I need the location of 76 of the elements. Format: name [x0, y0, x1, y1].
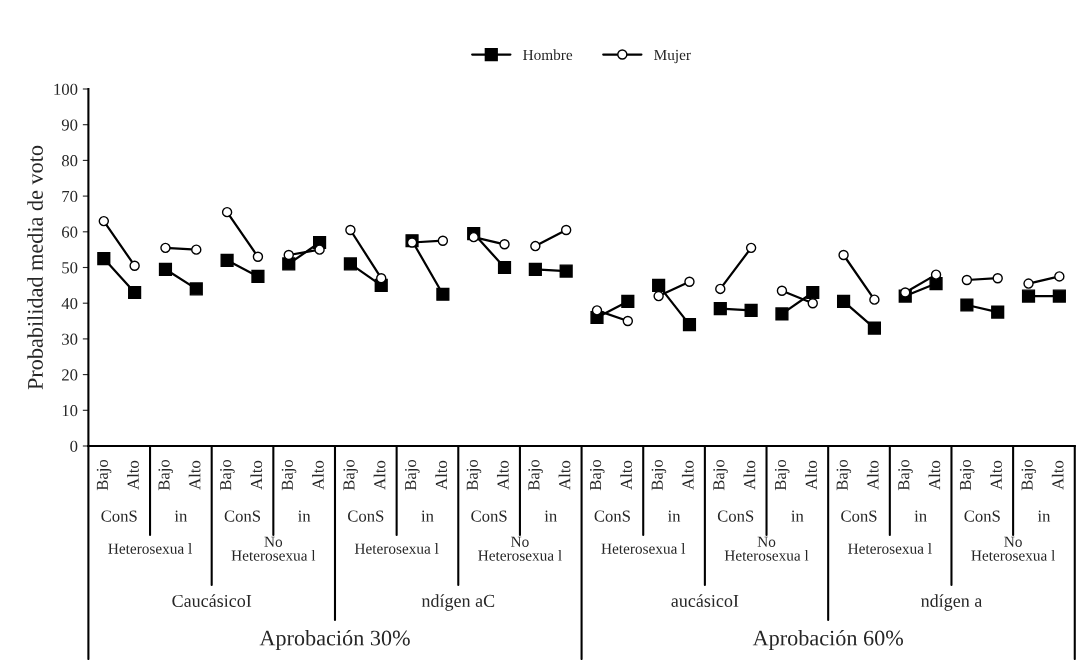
x-tick-label: Alto	[743, 460, 756, 490]
text: Aprobación 60%	[752, 629, 904, 651]
text: ConS	[594, 510, 630, 522]
x-tick-label: Bajo	[651, 459, 667, 491]
text: Aprobación 30%	[259, 629, 410, 651]
text: in	[174, 510, 188, 522]
x-tick-label: Bajo	[281, 459, 297, 491]
text: in	[791, 510, 804, 522]
x-tick-label: Bajo	[343, 459, 358, 491]
y-tick-label: 50	[62, 262, 78, 274]
y-tick-label: 10	[62, 405, 78, 417]
text: Heterosexua l	[354, 543, 439, 554]
x-tick-label: Bajo	[528, 459, 543, 491]
x-tick-label: Bajo	[836, 459, 852, 491]
y-tick-label: 100	[54, 83, 78, 95]
text: Heterosexua l	[601, 543, 686, 554]
y-tick-label: 30	[62, 333, 78, 345]
text: No Heterosexua l	[478, 536, 562, 561]
text: ConS	[841, 510, 877, 522]
x-tick-label: Alto	[312, 460, 324, 490]
text: ndígen a	[921, 594, 983, 611]
legend-label: Hombre	[523, 49, 573, 61]
x-tick-label: Bajo	[774, 459, 790, 491]
x-tick-label: Alto	[1051, 460, 1064, 490]
text: in	[1037, 510, 1051, 522]
x-tick-label: Alto	[681, 460, 694, 490]
y-tick-label: 70	[62, 190, 78, 203]
text: Heterosexua l	[848, 543, 932, 554]
x-tick-label: Bajo	[959, 459, 975, 491]
y-tick-label: 90	[61, 119, 78, 131]
x-tick-label: Bajo	[898, 459, 913, 491]
x-tick-label: Bajo	[96, 459, 112, 491]
x-tick-label: Alto	[373, 460, 386, 490]
text: ConS	[717, 510, 754, 522]
text: in	[667, 510, 681, 522]
x-tick-label: Alto	[435, 460, 448, 490]
text: in	[914, 510, 927, 522]
text: CaucásicoI	[172, 594, 252, 608]
x-tick-label: Bajo	[158, 459, 174, 491]
legend-label: Mujer	[654, 49, 691, 64]
x-tick-label: Alto	[866, 460, 879, 490]
x-tick-label: Alto	[805, 460, 817, 490]
text: ConS	[347, 510, 384, 522]
x-tick-label: Bajo	[713, 459, 728, 491]
text: No Heterosexua l	[724, 536, 809, 561]
x-tick-label: Alto	[990, 460, 1002, 490]
x-tick-label: Alto	[928, 460, 941, 490]
text: Heterosexua l	[108, 543, 192, 554]
y-tick-label: 80	[61, 155, 78, 167]
x-tick-label: Bajo	[405, 459, 420, 491]
text: ConS	[471, 510, 507, 522]
x-tick-label: Alto	[558, 460, 571, 490]
text: ConS	[101, 510, 137, 522]
text: in	[298, 510, 311, 522]
y-tick-label: 40	[61, 297, 78, 310]
x-tick-label: Bajo	[1021, 459, 1037, 491]
text: No Heterosexua l	[231, 536, 316, 561]
text: ConS	[964, 510, 1000, 522]
text: in	[544, 510, 557, 522]
x-tick-label: Bajo	[589, 459, 605, 491]
text: ndígen aC	[421, 594, 495, 611]
text: aucásicoI	[671, 594, 739, 608]
x-tick-label: Bajo	[220, 459, 235, 491]
x-tick-label: Alto	[188, 460, 201, 490]
y-tick-label: 0	[70, 440, 78, 452]
text: ConS	[224, 510, 261, 522]
x-tick-label: Alto	[250, 460, 263, 490]
x-tick-label: Alto	[496, 460, 509, 490]
x-tick-label: Bajo	[466, 459, 482, 491]
text: in	[421, 510, 434, 522]
x-tick-label: Alto	[620, 460, 632, 490]
text: No Heterosexua l	[971, 536, 1056, 561]
y-axis-title: Probabilidad media de voto	[27, 145, 43, 390]
y-tick-label: 20	[62, 369, 78, 381]
x-tick-label: Alto	[127, 460, 139, 490]
y-tick-label: 60	[62, 226, 78, 238]
